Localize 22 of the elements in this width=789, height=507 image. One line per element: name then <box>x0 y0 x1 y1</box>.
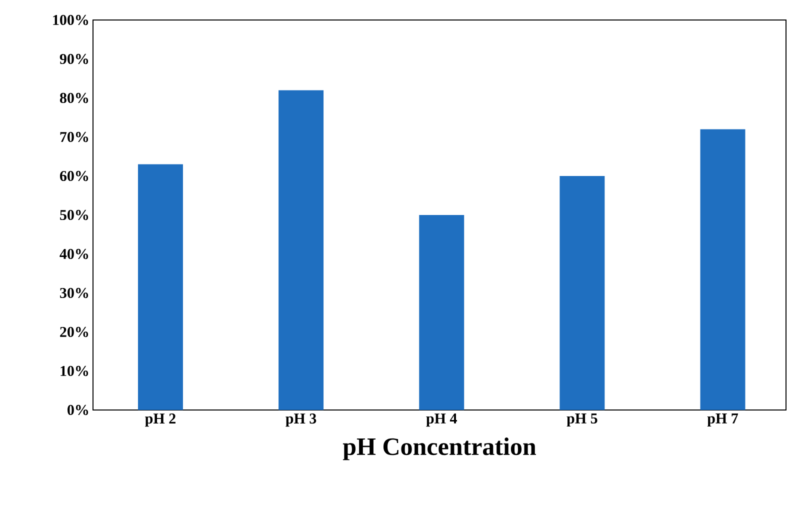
x-tick-label: pH 5 <box>566 414 598 427</box>
bar <box>138 164 183 410</box>
y-tick-label: 30% <box>60 288 88 298</box>
y-tick-label: 60% <box>60 170 88 182</box>
bar <box>278 90 324 410</box>
y-tick-label: 90% <box>60 54 88 64</box>
y-tick-label: 70% <box>60 132 88 142</box>
x-axis-title: pH Concentration <box>342 438 536 460</box>
y-tick-label: 50% <box>60 210 88 220</box>
x-tick-label: pH 3 <box>286 414 316 427</box>
y-tick-label: 80% <box>60 92 88 104</box>
y-tick-label: 100% <box>53 14 88 26</box>
y-tick-label: 0% <box>68 404 88 416</box>
y-tick-label: 40% <box>60 248 88 260</box>
x-tick-label: pH 4 <box>426 414 457 427</box>
x-tick-label: pH 7 <box>707 414 738 427</box>
y-tick-label: 20% <box>60 326 88 338</box>
bar <box>419 215 464 410</box>
bar <box>560 176 605 410</box>
bar <box>700 129 746 410</box>
x-tick-label: pH 2 <box>145 414 176 427</box>
y-tick-label: 10% <box>60 366 88 376</box>
